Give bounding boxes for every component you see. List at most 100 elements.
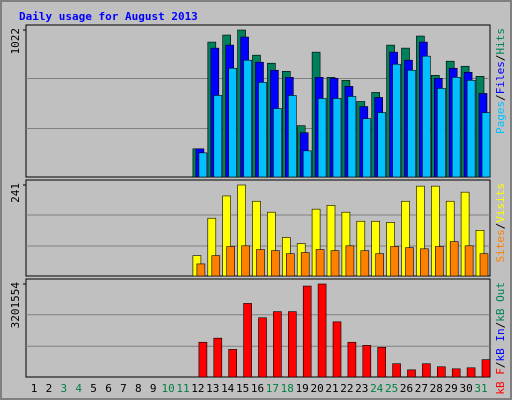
y-tick-label: 1022 [9,28,22,55]
bar [481,359,491,378]
legend-entry: Files [494,61,507,94]
bar [377,347,387,378]
x-tick-label: 22 [340,382,353,395]
bar [332,98,342,178]
bar [228,349,237,378]
legend: kB F/kB In/kB Out [494,282,507,395]
bar [362,118,372,178]
chart-title: Daily usage for August 2013 [19,10,198,23]
bar [300,252,310,277]
y-tick-label: 3201554 [9,282,22,329]
bar [243,59,252,178]
bar [198,152,208,178]
bar [256,249,265,277]
x-tick-label: 28 [430,382,443,395]
bar [362,345,372,378]
legend-separator: / [494,223,507,230]
x-tick-label: 8 [135,382,142,395]
x-tick-label: 16 [251,382,264,395]
x-tick-label: 19 [296,382,309,395]
x-tick-label: 7 [120,382,127,395]
bar [466,80,476,178]
x-tick-label: 9 [150,382,157,395]
legend-separator: / [494,322,507,329]
bar [287,311,297,378]
bar [258,82,267,178]
bar [273,311,282,378]
bar [434,246,444,277]
bar [287,95,297,178]
bar [436,88,446,178]
bar [464,245,474,277]
bar [466,367,476,378]
x-tick-label: 20 [310,382,323,395]
bar [347,96,357,178]
legend-separator: / [494,94,507,101]
bar [332,321,342,378]
x-tick-label: 14 [221,382,235,395]
x-tick-label: 30 [459,382,472,395]
bar [436,366,446,378]
x-tick-label: 29 [445,382,458,395]
legend-entry: kB F [494,368,507,395]
bar [481,112,491,178]
bar [390,246,399,277]
bar [422,55,431,178]
bar [420,248,429,277]
bar [345,245,355,277]
x-tick-label: 24 [370,382,384,395]
bar [449,241,459,277]
bar [273,108,282,178]
bar [285,253,295,277]
legend-entry: Visits [494,183,507,223]
x-tick-label: 3 [60,382,67,395]
bar [196,263,206,277]
legend-separator: / [494,55,507,62]
y-tick-label: 241 [9,183,22,203]
bar [213,95,223,178]
bar [451,77,461,178]
bar [213,337,223,378]
bar [271,250,280,277]
bar [243,303,252,378]
x-tick-label: 15 [236,382,249,395]
bar [375,253,385,277]
legend-entry: kB Out [494,282,507,322]
bar [241,245,250,277]
bar [226,246,235,277]
bar [347,341,357,378]
legend: Pages/Files/Hits [494,28,507,134]
x-tick-label: 27 [415,382,428,395]
x-tick-label: 18 [281,382,294,395]
bar [198,341,208,378]
x-tick-label: 6 [105,382,112,395]
bar [315,249,325,277]
bar [407,369,416,378]
x-tick-label: 25 [385,382,398,395]
bar [302,285,312,378]
x-tick-label: 12 [191,382,204,395]
x-tick-label: 13 [206,382,219,395]
bar [317,98,327,178]
legend: Sites/Visits [494,183,507,263]
legend-entry: kB In [494,328,507,361]
bar [211,255,221,277]
bar [228,67,237,178]
x-tick-label: 31 [474,382,487,395]
bar [317,283,327,378]
bar [392,363,401,378]
bar [405,247,414,277]
x-tick-label: 5 [90,382,97,395]
x-tick-label: 23 [355,382,368,395]
bar [479,253,489,277]
bar [377,112,387,178]
bar [360,250,370,277]
legend-separator: / [494,362,507,369]
legend-entry: Hits [494,28,507,55]
bar [330,250,340,277]
bar [258,317,267,378]
legend-entry: Sites [494,229,507,262]
x-tick-label: 2 [46,382,53,395]
